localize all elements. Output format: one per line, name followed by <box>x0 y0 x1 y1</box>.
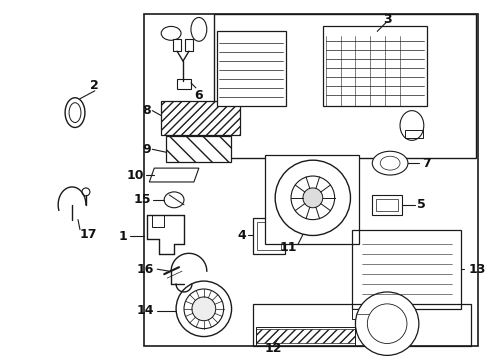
Bar <box>152 215 164 226</box>
Ellipse shape <box>192 297 215 321</box>
Ellipse shape <box>399 111 423 140</box>
Bar <box>184 39 193 51</box>
Bar <box>166 136 230 162</box>
Bar <box>264 155 359 244</box>
Text: 11: 11 <box>279 241 296 254</box>
Text: 5: 5 <box>416 198 425 211</box>
Text: 8: 8 <box>142 104 151 117</box>
Polygon shape <box>149 168 199 182</box>
Text: 15: 15 <box>134 193 151 206</box>
Text: 10: 10 <box>126 168 144 181</box>
Ellipse shape <box>183 289 223 329</box>
Text: 6: 6 <box>194 89 203 102</box>
Ellipse shape <box>302 188 322 208</box>
Text: 14: 14 <box>137 304 154 317</box>
Bar <box>257 222 281 250</box>
Bar <box>404 130 422 138</box>
Ellipse shape <box>65 98 85 127</box>
Ellipse shape <box>190 18 206 41</box>
Text: 13: 13 <box>468 263 485 276</box>
Ellipse shape <box>275 160 350 235</box>
Bar <box>256 327 355 346</box>
Polygon shape <box>352 309 371 319</box>
Text: 9: 9 <box>142 143 151 156</box>
Ellipse shape <box>161 26 181 40</box>
Bar <box>375 199 397 211</box>
Bar <box>253 304 470 346</box>
Bar <box>144 14 477 346</box>
Text: 16: 16 <box>137 263 154 276</box>
Text: 4: 4 <box>237 229 246 242</box>
Text: 1: 1 <box>119 230 127 243</box>
Text: 17: 17 <box>79 228 97 241</box>
Text: 7: 7 <box>421 157 430 170</box>
Bar <box>371 195 401 215</box>
Ellipse shape <box>176 281 231 337</box>
Bar <box>213 14 475 158</box>
Bar <box>352 230 461 309</box>
Ellipse shape <box>290 176 334 220</box>
Ellipse shape <box>82 188 90 196</box>
Bar <box>161 101 240 135</box>
Bar <box>177 79 190 89</box>
Text: 3: 3 <box>382 13 391 26</box>
Bar <box>253 218 285 254</box>
Bar <box>256 329 355 343</box>
Bar <box>216 31 285 106</box>
Text: 12: 12 <box>264 342 282 355</box>
Ellipse shape <box>355 292 418 355</box>
Text: 2: 2 <box>90 79 99 93</box>
Bar <box>322 26 426 106</box>
Ellipse shape <box>69 103 81 122</box>
Bar <box>173 39 181 51</box>
Ellipse shape <box>164 192 183 208</box>
Ellipse shape <box>371 151 407 175</box>
